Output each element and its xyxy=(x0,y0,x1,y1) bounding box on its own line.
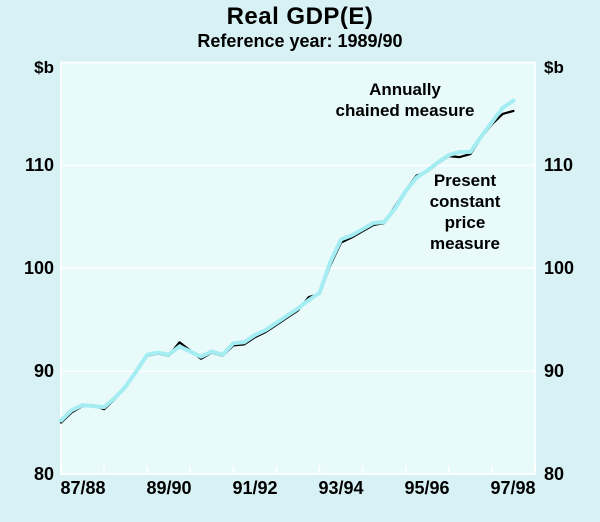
y-tick-label-left-80: 80 xyxy=(33,464,54,484)
chart-subtitle: Reference year: 1989/90 xyxy=(197,31,403,51)
y-axis-unit-left: $b xyxy=(34,58,54,77)
annotation-annually-chained-measure: Annually chained measure xyxy=(335,80,475,120)
x-tick-label-93-94: 93/94 xyxy=(318,478,364,498)
y-tick-label-left-90: 90 xyxy=(33,361,54,381)
y-tick-label-left-100: 100 xyxy=(23,258,54,278)
annotation-present-constant-price-measure: Present constant price measure xyxy=(429,171,501,253)
y-axis-unit-right: $b xyxy=(544,58,564,77)
chart-title: Real GDP(E) xyxy=(226,3,374,30)
x-tick-label-87-88: 87/88 xyxy=(60,478,106,498)
y-tick-label-right-90: 90 xyxy=(544,361,565,381)
y-tick-label-right-110: 110 xyxy=(544,155,574,175)
x-tick-label-89-90: 89/90 xyxy=(146,478,192,498)
y-tick-label-right-80: 80 xyxy=(544,464,565,484)
y-tick-label-left-110: 110 xyxy=(24,155,54,175)
y-tick-label-right-100: 100 xyxy=(544,258,575,278)
x-tick-label-95-96: 95/96 xyxy=(404,478,450,498)
x-tick-label-97-98: 97/98 xyxy=(490,478,536,498)
x-tick-label-91-92: 91/92 xyxy=(232,478,278,498)
